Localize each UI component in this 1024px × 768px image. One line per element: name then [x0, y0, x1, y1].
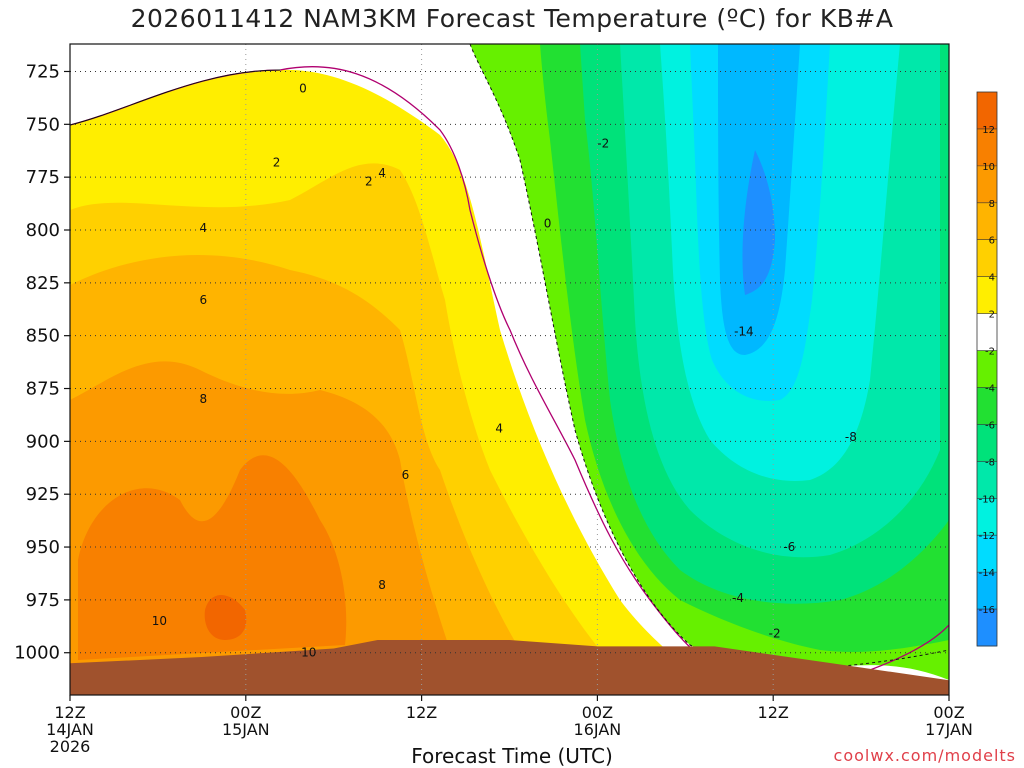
y-tick-label-6: 875 — [26, 379, 60, 400]
x-axis-label: Forecast Time (UTC) — [411, 744, 613, 768]
colorbar-tick-label-12: 10 — [982, 162, 995, 173]
colorbar-swatch-3 — [977, 498, 997, 536]
contour-label-12: 10 — [152, 614, 167, 628]
warm-band-10c — [78, 455, 347, 660]
contour-label-16: -6 — [783, 540, 795, 554]
colorbar-swatch-5 — [977, 424, 997, 462]
colorbar-swatch-1 — [977, 572, 997, 610]
colorbar-swatch-10 — [977, 239, 997, 278]
colorbar-swatch-12 — [977, 165, 997, 204]
contour-label-2: -2 — [597, 136, 609, 150]
contour-label-15: -8 — [845, 430, 857, 444]
x-tick-label-5-0: 00Z — [933, 703, 964, 722]
x-tick-label-3-1: 16JAN — [574, 720, 622, 739]
colorbar-swatch-13 — [977, 128, 997, 167]
x-tick-label-0-1: 14JAN — [46, 720, 94, 739]
contour-label-11: 8 — [378, 578, 386, 592]
colorbar-swatch-14 — [977, 92, 997, 130]
contour-label-4: 2 — [365, 174, 373, 188]
colorbar-swatch-8 — [977, 313, 997, 352]
cold-band-minus16c — [742, 150, 775, 295]
credit-text: coolwx.com/modelts — [833, 746, 1016, 765]
y-tick-label-8: 925 — [26, 484, 60, 505]
x-tick-label-2-0: 12Z — [406, 703, 437, 722]
colorbar-swatch-2 — [977, 535, 997, 573]
contour-label-3: 2 — [273, 155, 281, 169]
x-tick-label-5-1: 17JAN — [925, 720, 973, 739]
colorbar-tick-label-6: -4 — [985, 383, 995, 394]
colorbar-swatch-4 — [977, 461, 997, 499]
x-tick-label-0-2: 2026 — [50, 737, 91, 756]
contour-label-18: -2 — [769, 627, 781, 641]
x-tick-label-0-0: 12Z — [54, 703, 85, 722]
contour-label-17: -4 — [732, 591, 744, 605]
y-tick-label-0: 725 — [26, 61, 60, 82]
colorbar-tick-label-2: -12 — [979, 531, 995, 542]
temperature-field — [70, 44, 949, 695]
plot-frame — [69, 43, 950, 696]
contour-label-10: 4 — [495, 422, 503, 436]
warm-band-12c — [204, 595, 247, 640]
colorbar-tick-label-8: 2 — [989, 310, 995, 321]
y-tick-label-2: 775 — [26, 167, 60, 188]
x-tick-label-1-1: 15JAN — [222, 720, 270, 739]
x-tick-label-4-0: 12Z — [758, 703, 789, 722]
colorbar-swatch-0 — [977, 609, 997, 647]
y-axis: 725 750 775 800 825 850 875 900 925 950 975 1000 — [14, 61, 70, 664]
colorbar-tick-label-3: -10 — [979, 494, 995, 505]
y-tick-label-1: 750 — [26, 114, 60, 135]
surface-terrain — [70, 640, 949, 695]
contour-label-8: 8 — [199, 392, 207, 406]
colorbar-tick-label-9: 4 — [989, 273, 995, 284]
y-tick-label-11: 1000 — [14, 643, 60, 664]
contour-label-1: 0 — [544, 217, 552, 231]
x-tick-label-1-0: 00Z — [230, 703, 261, 722]
colorbar-swatch-7 — [977, 350, 997, 388]
x-tick-label-3-0: 00Z — [582, 703, 613, 722]
y-tick-label-4: 825 — [26, 273, 60, 294]
contour-2c — [70, 69, 281, 126]
colorbar-tick-label-0: -16 — [979, 605, 995, 616]
contour-label-14: -14 — [734, 324, 754, 338]
contour-label-0: 0 — [299, 81, 307, 95]
y-tick-label-7: 900 — [26, 431, 60, 452]
colorbar-swatch-6 — [977, 387, 997, 425]
colorbar: -16 -14 -12 -10 -8 -6 -4 -2 2 4 6 8 10 12 — [976, 91, 998, 647]
colorbar-swatch-9 — [977, 276, 997, 315]
colorbar-swatch-11 — [977, 202, 997, 241]
colorbar-frame — [976, 91, 998, 647]
y-tick-label-5: 850 — [26, 326, 60, 347]
colorbar-tick-label-4: -8 — [985, 457, 995, 468]
colorbar-tick-label-10: 6 — [989, 236, 995, 247]
contour-label-5: 4 — [378, 166, 386, 180]
contour-label-13: 10 — [301, 646, 316, 660]
contour-label-6: 4 — [199, 221, 207, 235]
y-tick-label-3: 800 — [26, 220, 60, 241]
colorbar-tick-label-11: 8 — [989, 199, 995, 210]
colorbar-tick-label-5: -6 — [985, 420, 995, 431]
colorbar-tick-label-7: -2 — [985, 347, 995, 358]
colorbar-tick-label-13: 12 — [982, 125, 995, 136]
contour-label-9: 6 — [402, 468, 410, 482]
contour-label-7: 6 — [199, 293, 207, 307]
colorbar-tick-label-1: -14 — [979, 568, 995, 579]
chart-title: 2026011412 NAM3KM Forecast Temperature (… — [130, 4, 894, 33]
y-tick-label-9: 950 — [26, 537, 60, 558]
y-tick-label-10: 975 — [26, 590, 60, 611]
grid-lines — [70, 44, 949, 695]
